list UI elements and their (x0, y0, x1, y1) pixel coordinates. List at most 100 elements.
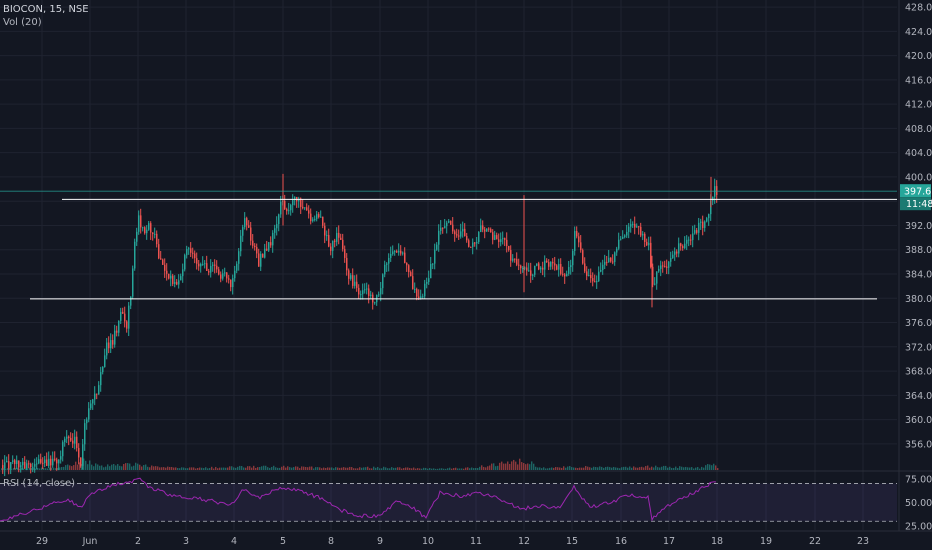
candle-body (288, 210, 290, 212)
candle-body (688, 239, 690, 241)
candle-body (370, 294, 372, 297)
volume-bar (107, 464, 109, 470)
candle-body (368, 288, 370, 297)
candle-body (70, 437, 72, 441)
volume-bar (701, 466, 703, 470)
candle-body (580, 242, 582, 251)
volume-bar (427, 468, 429, 470)
volume-bar (29, 467, 31, 470)
candle-body (452, 224, 454, 232)
volume-bar (541, 468, 543, 470)
volume-bar (583, 467, 585, 470)
volume-bar (217, 468, 219, 470)
volume-bar (481, 465, 483, 470)
candle-body (48, 458, 50, 466)
time-tick-label: 17 (663, 536, 675, 547)
candle-body (134, 241, 136, 269)
candle-body (14, 460, 16, 464)
volume-bar (65, 465, 67, 470)
volume-bar (447, 468, 449, 470)
volume-bar (289, 467, 291, 470)
volume-bar (543, 467, 545, 470)
volume-bar (251, 467, 253, 470)
candle-body (6, 461, 8, 463)
candle-body (656, 271, 658, 284)
candle-body (106, 342, 108, 356)
candle-body (68, 436, 70, 438)
volume-bar (31, 468, 33, 470)
candle-body (408, 265, 410, 273)
candle-body (154, 233, 156, 235)
candle-body (630, 224, 632, 227)
candle-body (456, 234, 458, 236)
symbol-legend[interactable]: BIOCON, 15, NSE (3, 4, 89, 15)
candle-body (322, 216, 324, 226)
volume-bar (707, 464, 709, 470)
volume-bar (477, 468, 479, 470)
volume-bar (471, 467, 473, 470)
volume-bar (621, 467, 623, 470)
candle-body (382, 274, 384, 289)
volume-bar (185, 468, 187, 470)
candle-body (74, 436, 76, 444)
volume-bar (567, 466, 569, 470)
price-tick-label: 384.00 (905, 270, 932, 281)
candle-body (234, 270, 236, 279)
candle-body (148, 223, 150, 230)
candle-body (100, 372, 102, 386)
candle-body (568, 267, 570, 274)
volume-bar (261, 466, 263, 470)
candle-body (412, 276, 414, 290)
volume-bar (645, 466, 647, 470)
candle-body (344, 249, 346, 258)
candle-body (498, 239, 500, 243)
volume-bar (389, 468, 391, 470)
rsi-legend[interactable]: RSI (14, close) (3, 478, 76, 489)
candle-body (96, 393, 98, 395)
volume-bar (85, 460, 87, 470)
volume-bar (345, 467, 347, 470)
candle-body (462, 228, 464, 232)
volume-bar (669, 466, 671, 470)
candle-body (46, 459, 48, 466)
price-tick-label: 392.00 (905, 221, 932, 232)
volume-bar (373, 466, 375, 470)
candle-body (86, 419, 88, 424)
candle-body (476, 241, 478, 244)
price-tick-label: 360.00 (905, 415, 932, 426)
candle-body (380, 288, 382, 295)
volume-bar (141, 466, 143, 470)
candle-body (492, 232, 494, 240)
volume-bar (213, 468, 215, 470)
candle-body (360, 294, 362, 296)
volume-bar (75, 461, 77, 470)
price-tick-label: 424.00 (905, 27, 932, 38)
volume-bar (51, 467, 53, 470)
volume-legend[interactable]: Vol (20) (3, 17, 42, 28)
candle-body (104, 355, 106, 367)
candle-body (276, 224, 278, 229)
candle-body (286, 209, 288, 212)
volume-bar (95, 463, 97, 470)
volume-bar (709, 464, 711, 470)
volume-bar (509, 463, 511, 470)
candle-body (396, 251, 398, 253)
volume-bar (499, 462, 501, 470)
volume-bar (407, 467, 409, 470)
candle-body (426, 282, 428, 284)
candle-body (378, 294, 380, 296)
volume-bar (647, 465, 649, 470)
candle-body (50, 458, 52, 466)
volume-bar (387, 468, 389, 470)
volume-bar (155, 466, 157, 470)
volume-bar (127, 463, 129, 470)
volume-bar (255, 467, 257, 470)
volume-bar (619, 468, 621, 470)
candle-body (222, 273, 224, 279)
volume-bar (355, 468, 357, 470)
candle-body (108, 342, 110, 349)
candle-body (534, 265, 536, 275)
candle-body (94, 393, 96, 400)
